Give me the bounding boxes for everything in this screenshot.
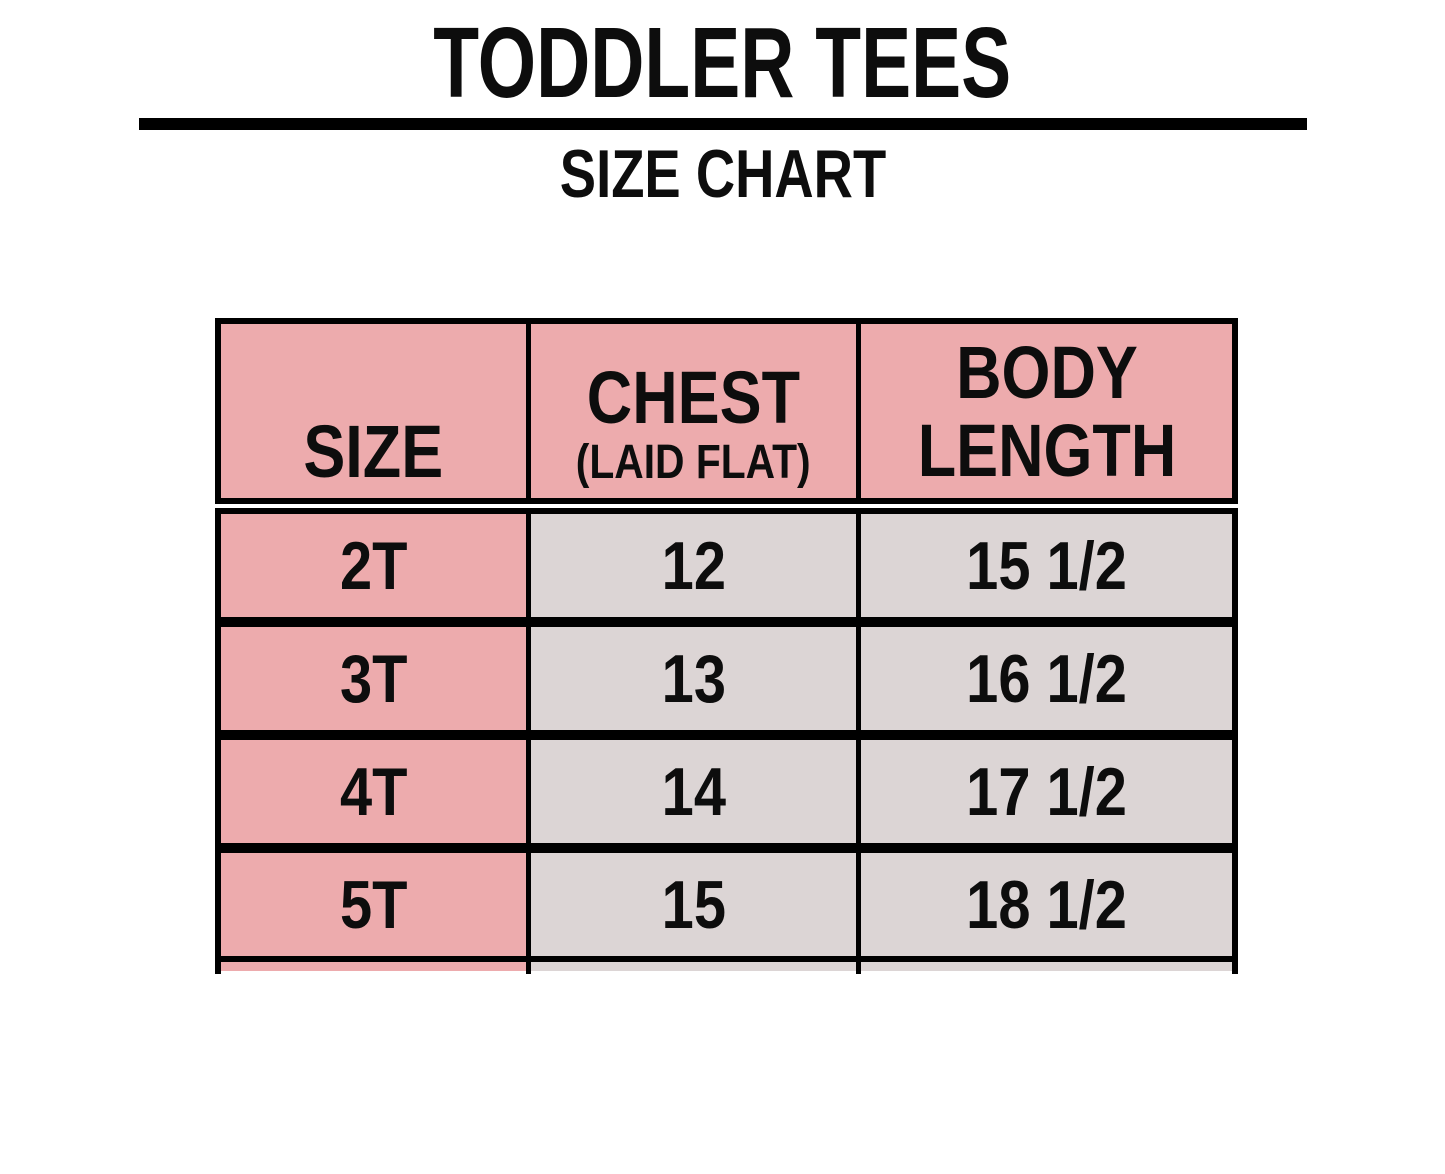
table-cell-size: 3T [221, 627, 526, 730]
header-cell-chest: CHEST (LAID FLAT) [531, 324, 856, 498]
header-cell-size: SIZE [221, 324, 526, 498]
table-cell-body-length: 18 1/2 [861, 853, 1232, 956]
table-cell-chest: 12 [531, 514, 856, 617]
page-title-text: TODDLER TEES [433, 7, 1012, 119]
cropped-cell-pink [215, 962, 531, 971]
cropped-cell-gray [531, 962, 861, 971]
cell-text: 18 1/2 [966, 866, 1127, 943]
cell-text: 14 [661, 753, 726, 830]
border-stub [1232, 962, 1238, 974]
border-stub [856, 962, 861, 974]
table-cell-size: 5T [221, 853, 526, 956]
cropped-row-sliver [215, 962, 1238, 974]
header-chest-label: CHEST [586, 356, 801, 439]
cell-text: 5T [339, 866, 408, 943]
cell-text: 17 1/2 [966, 753, 1127, 830]
table-cell-chest: 15 [531, 853, 856, 956]
table-cell-size: 4T [221, 740, 526, 843]
header-size-label: SIZE [303, 410, 444, 493]
cell-text: 16 1/2 [966, 640, 1127, 717]
cell-text: 12 [661, 527, 726, 604]
page-subtitle-text: SIZE CHART [559, 136, 886, 212]
header-chest-sublabel: (LAID FLAT) [576, 436, 811, 489]
size-chart-table: SIZE CHEST (LAID FLAT) BODY LENGTH 2T 12… [215, 318, 1238, 974]
page-subtitle: SIZE CHART [0, 134, 1445, 214]
cell-text: 3T [339, 640, 408, 717]
border-stub [526, 962, 531, 974]
header-body-length-label: BODY LENGTH [917, 331, 1176, 492]
cell-text: 15 1/2 [966, 527, 1127, 604]
cell-text: 2T [339, 527, 408, 604]
page-title: TODDLER TEES [0, 8, 1445, 118]
table-cell-body-length: 16 1/2 [861, 627, 1232, 730]
cell-text: 13 [661, 640, 726, 717]
border-stub [215, 962, 221, 974]
table-cell-chest: 14 [531, 740, 856, 843]
table-cell-size: 2T [221, 514, 526, 617]
cell-text: 15 [661, 866, 726, 943]
table-body: 2T 12 15 1/2 3T 13 16 1/2 4T 14 17 1/2 5… [215, 508, 1238, 962]
table-cell-chest: 13 [531, 627, 856, 730]
title-divider-rule [139, 118, 1307, 130]
header-cell-body-length: BODY LENGTH [861, 324, 1232, 498]
cell-text: 4T [339, 753, 408, 830]
table-cell-body-length: 15 1/2 [861, 514, 1232, 617]
table-cell-body-length: 17 1/2 [861, 740, 1232, 843]
table-header-row: SIZE CHEST (LAID FLAT) BODY LENGTH [215, 318, 1238, 504]
cropped-cell-gray [861, 962, 1238, 971]
